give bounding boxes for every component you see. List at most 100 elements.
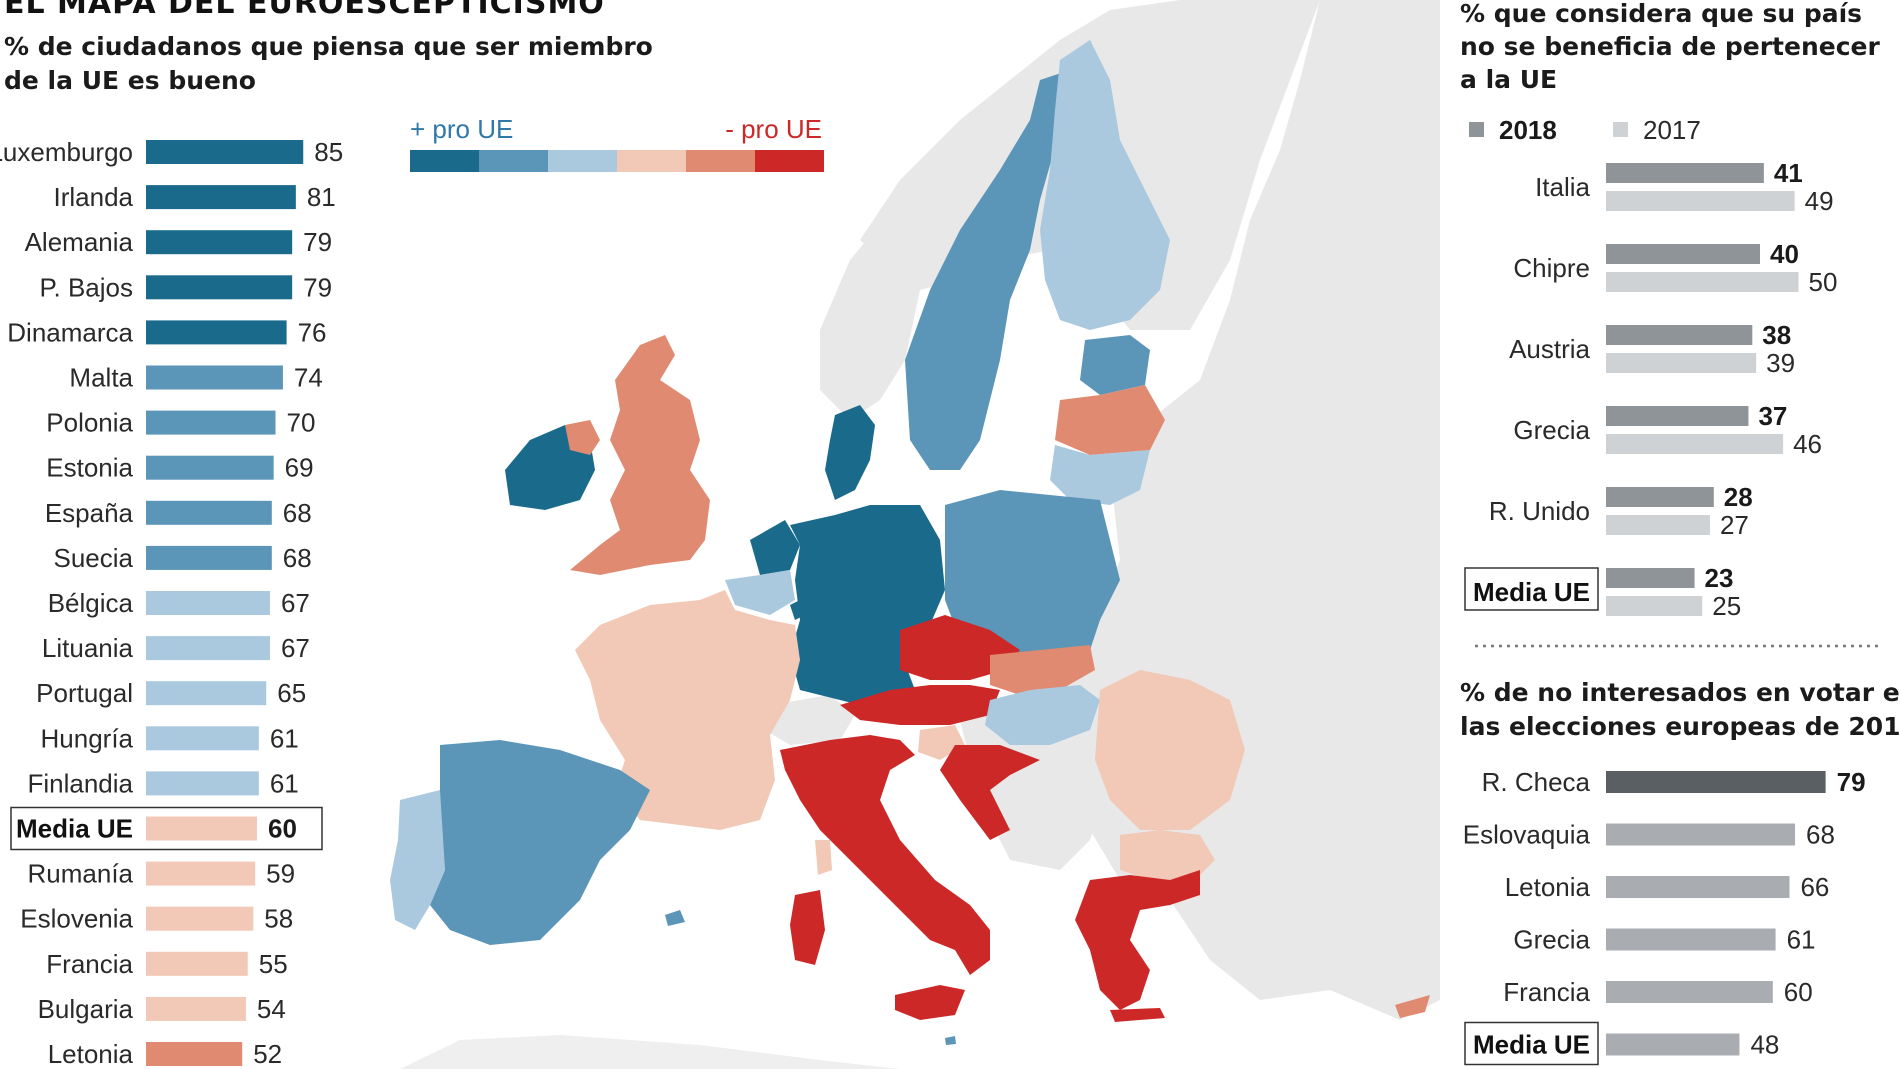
category-label: Lituania — [42, 633, 134, 663]
legend-swatch — [755, 150, 824, 172]
bar — [146, 861, 256, 886]
bar — [1606, 928, 1776, 951]
map-corsica — [815, 840, 832, 875]
data-label: 58 — [264, 904, 293, 934]
data-label: 68 — [1806, 820, 1835, 850]
data-label: 48 — [1750, 1030, 1779, 1060]
bar-2017 — [1606, 272, 1799, 292]
data-label: 76 — [298, 317, 327, 347]
data-label-2017: 27 — [1720, 510, 1749, 540]
category-label: Finlandia — [27, 768, 133, 798]
map-northern-ireland — [565, 420, 600, 455]
category-label: Bélgica — [48, 588, 134, 618]
category-label: Media UE — [1473, 577, 1590, 607]
category-label: Polonia — [46, 408, 133, 438]
map-italy — [780, 735, 990, 975]
data-label: 54 — [257, 994, 286, 1024]
data-label: 65 — [277, 678, 306, 708]
data-label: 66 — [1800, 872, 1829, 902]
bar — [146, 410, 276, 435]
bar — [1606, 823, 1796, 846]
category-label: Alemania — [25, 227, 134, 257]
bar-2018 — [1606, 163, 1764, 183]
legend-label-2018: 2018 — [1499, 115, 1557, 145]
data-label: 69 — [285, 453, 314, 483]
data-label: 60 — [1784, 977, 1813, 1007]
data-label: 81 — [307, 182, 336, 212]
map-latvia — [1055, 385, 1165, 455]
data-label-2017: 49 — [1805, 186, 1834, 216]
category-label: Italia — [1535, 172, 1590, 202]
category-label: Letonia — [48, 1039, 134, 1069]
category-label: R. Unido — [1489, 496, 1590, 526]
page-title: EL MAPA DEL EUROESCEPTICISMO — [4, 0, 605, 21]
bar — [146, 996, 246, 1021]
map-portugal — [390, 790, 445, 930]
data-label: 85 — [314, 137, 343, 167]
highlight-box — [1464, 567, 1599, 611]
data-label: 59 — [266, 859, 295, 889]
highlight-box — [1464, 1021, 1599, 1066]
category-label: Irlanda — [54, 182, 134, 212]
map-poland — [945, 490, 1120, 660]
right-chart-title-line: % que considera que su país — [1460, 0, 1863, 28]
map-balearics — [665, 910, 685, 926]
category-label: Chipre — [1513, 253, 1590, 283]
map-belgium — [725, 570, 795, 615]
map-estonia — [1080, 335, 1150, 395]
data-label: 61 — [270, 768, 299, 798]
category-label: Letonia — [1505, 872, 1591, 902]
data-label-2018: 37 — [1758, 401, 1787, 431]
category-label: Austria — [1509, 334, 1590, 364]
map-germany — [790, 505, 945, 710]
left-chart-title: % de ciudadanos que piensa que ser miemb… — [4, 30, 653, 98]
bar-2018 — [1606, 568, 1695, 588]
right-chart-title-line: a la UE — [1460, 65, 1558, 94]
category-label: Malta — [69, 363, 133, 393]
category-label: Hungría — [41, 723, 134, 753]
category-label: Grecia — [1513, 415, 1590, 445]
bar — [146, 726, 259, 751]
category-label: Francia — [1503, 977, 1590, 1007]
category-label: R. Checa — [1482, 767, 1591, 797]
bar — [146, 185, 296, 210]
category-label: Estonia — [46, 453, 133, 483]
data-label: 68 — [283, 543, 312, 573]
left-chart-title-line: de la UE es bueno — [4, 66, 256, 95]
legend-swatch — [548, 150, 617, 172]
bar-2017 — [1606, 353, 1757, 373]
bar — [146, 906, 254, 931]
bar — [146, 951, 248, 976]
bar — [146, 140, 304, 164]
map-bulgaria — [1120, 830, 1215, 880]
legend-swatch — [617, 150, 686, 172]
map-romania — [1095, 670, 1245, 830]
map-hungary — [985, 685, 1100, 745]
data-label: 79 — [303, 227, 332, 257]
bar — [1606, 771, 1826, 793]
bar — [146, 230, 293, 255]
map-slovakia — [990, 645, 1095, 695]
category-label: Media UE — [16, 814, 133, 844]
map-legend: + pro UE - pro UE — [410, 114, 824, 172]
map-norway — [820, 80, 1040, 420]
map-land-north-africa — [400, 1035, 900, 1069]
category-label: P. Bajos — [40, 272, 133, 302]
data-label: 79 — [303, 272, 332, 302]
category-label: Media UE — [1473, 1030, 1590, 1060]
map-france — [575, 590, 800, 830]
vote-chart-title-line: % de no interesados en votar en — [1460, 678, 1900, 707]
bar — [146, 455, 274, 480]
map-greece — [1075, 870, 1200, 1010]
data-label-2017: 46 — [1793, 429, 1822, 459]
bar — [146, 500, 272, 525]
data-label-2017: 50 — [1809, 267, 1838, 297]
map-crete — [1110, 1008, 1165, 1022]
map-spain — [430, 740, 650, 945]
category-label: Portugal — [36, 678, 133, 708]
map-sicily — [895, 985, 965, 1020]
map-sweden — [905, 70, 1070, 470]
legend-swatch-2017 — [1613, 122, 1628, 137]
